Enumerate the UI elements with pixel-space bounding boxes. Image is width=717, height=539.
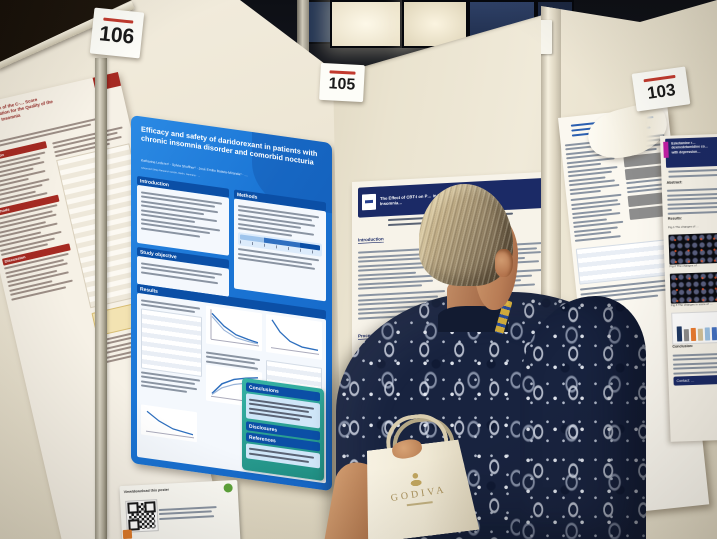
qr-download-card: View/download this poster: [119, 479, 241, 539]
text-line: [158, 510, 212, 516]
contact-bar: Contact: …: [673, 373, 717, 386]
line-chart-decline: [206, 305, 262, 352]
bar: [711, 327, 717, 341]
fig1-caption: Fig.1 The changes of …: [668, 224, 699, 230]
godiva-crest-icon: [400, 469, 432, 489]
poster-title-band: Esketamine r… dexmedetomidine co… with d…: [663, 136, 717, 168]
text-line: [667, 205, 717, 210]
man-ear: [495, 249, 513, 277]
text-line: [569, 189, 601, 196]
fig2-caption: Fig.2 The changes of …: [669, 263, 701, 268]
congress-mark: [329, 70, 356, 75]
text-line: [666, 187, 717, 192]
text-line: [673, 365, 717, 370]
man-left-shoulder: [520, 296, 646, 539]
bar: [683, 329, 690, 342]
text-line: [672, 351, 717, 357]
text-line: [667, 210, 717, 215]
results-label: Results:: [667, 216, 683, 221]
board-frame-strip: [95, 58, 107, 539]
board-tag-105: 105: [319, 62, 365, 103]
board-tag-106: 106: [89, 7, 145, 59]
text-line: [673, 369, 717, 375]
board-tag-partial: [541, 20, 552, 54]
qr-card-label: View/download this poster: [123, 487, 170, 494]
text-line: [668, 168, 717, 173]
magenta-accent: [663, 141, 669, 158]
text-line: [672, 360, 717, 366]
tag-number: 105: [328, 75, 356, 94]
text-line: [667, 201, 717, 206]
text-line: [667, 196, 717, 201]
abstract-label: Abstract:: [666, 179, 683, 185]
line-chart-small: [141, 403, 197, 442]
line-chart-curve: [266, 313, 322, 360]
text-line: [672, 356, 717, 361]
bar: [704, 327, 711, 341]
qr-code: [125, 499, 159, 533]
section-introduction: Introduction: [358, 235, 384, 244]
tag-number: 106: [98, 21, 136, 49]
text-line: [159, 514, 215, 520]
bar: [690, 327, 697, 342]
poster-daridorexant: Efficacy and safety of daridorexant in p…: [131, 115, 332, 492]
congress-logo: [223, 483, 233, 493]
text-line: [668, 172, 717, 178]
poster-esketamine: Esketamine r… dexmedetomidine co… with d…: [660, 132, 717, 442]
poster-title: Esketamine r… dexmedetomidine co… with d…: [671, 140, 709, 155]
orange-chip: [122, 529, 133, 539]
institution-logo: [362, 193, 376, 211]
poster-title: Evaluation of the C-… Score Determinatio…: [0, 96, 54, 126]
brain-scan-figure-2: [669, 270, 717, 304]
ceiling-lit-panel: [330, 0, 402, 48]
demographics-table: [141, 307, 202, 377]
conclusions-panel: Conclusions Disclosures References: [242, 377, 324, 482]
conclusion-label: Conclusion:: [672, 343, 694, 349]
board-tag-103: 103: [631, 66, 691, 112]
bar: [676, 326, 683, 342]
text-line: [358, 284, 422, 290]
tag-number: 103: [645, 79, 677, 103]
bar: [697, 328, 704, 341]
brain-scan-figure-1: [668, 231, 717, 265]
text-line: [667, 191, 717, 197]
score-bar-chart: [671, 309, 717, 345]
fig3-caption: Fig.3 The changes in score of …: [670, 302, 713, 307]
